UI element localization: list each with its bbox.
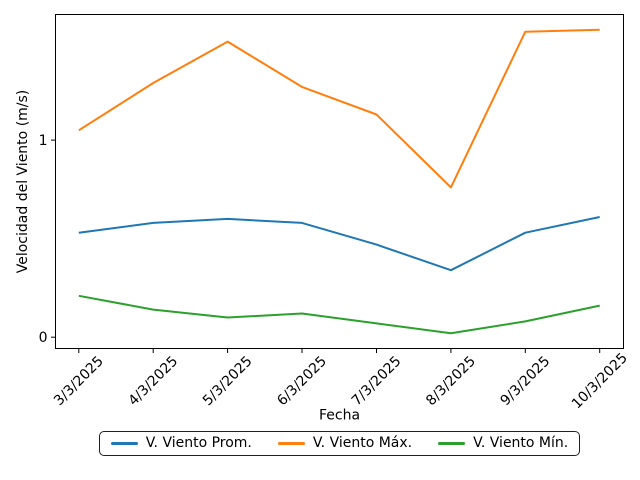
series-line-2 bbox=[78, 294, 600, 335]
legend-line-swatch-prom bbox=[110, 442, 138, 445]
axes-frame bbox=[55, 14, 624, 349]
legend-line-swatch-min bbox=[438, 442, 466, 445]
x-tick-label: 4/3/2025 bbox=[125, 353, 181, 409]
legend-line-swatch-max bbox=[277, 442, 305, 445]
x-tick-label: 10/3/2025 bbox=[569, 350, 631, 412]
x-axis-title: Fecha bbox=[319, 408, 360, 424]
legend-item-viento-prom: V. Viento Prom. bbox=[110, 435, 252, 452]
x-tick-label: 3/3/2025 bbox=[51, 353, 107, 409]
x-tick-label: 6/3/2025 bbox=[274, 353, 330, 409]
y-tick-label: 1 bbox=[39, 133, 48, 149]
legend-row: V. Viento Prom. V. Viento Máx. V. Viento… bbox=[55, 431, 624, 456]
series-lines bbox=[78, 28, 600, 335]
x-tick-label: 5/3/2025 bbox=[200, 353, 256, 409]
legend-label-prom: V. Viento Prom. bbox=[145, 435, 252, 451]
y-axis-title: Velocidad del Viento (m/s) bbox=[15, 90, 31, 274]
series-line-0 bbox=[78, 216, 600, 272]
tick-marks bbox=[51, 139, 601, 353]
x-tick-label: 8/3/2025 bbox=[423, 353, 479, 409]
y-axis-tick-labels: 0 1 bbox=[39, 133, 48, 346]
legend: V. Viento Prom. V. Viento Máx. V. Viento… bbox=[98, 431, 581, 456]
x-tick-label: 9/3/2025 bbox=[498, 353, 554, 409]
series-line-1 bbox=[78, 28, 600, 189]
x-tick-label: 7/3/2025 bbox=[349, 353, 405, 409]
legend-item-viento-min: V. Viento Mín. bbox=[438, 435, 568, 452]
legend-label-min: V. Viento Mín. bbox=[473, 435, 569, 451]
x-axis-tick-labels: 3/3/2025 4/3/2025 5/3/2025 6/3/2025 7/3/… bbox=[51, 350, 631, 412]
y-tick-label: 0 bbox=[39, 330, 48, 346]
legend-item-viento-max: V. Viento Máx. bbox=[277, 435, 413, 452]
legend-label-max: V. Viento Máx. bbox=[312, 435, 413, 451]
